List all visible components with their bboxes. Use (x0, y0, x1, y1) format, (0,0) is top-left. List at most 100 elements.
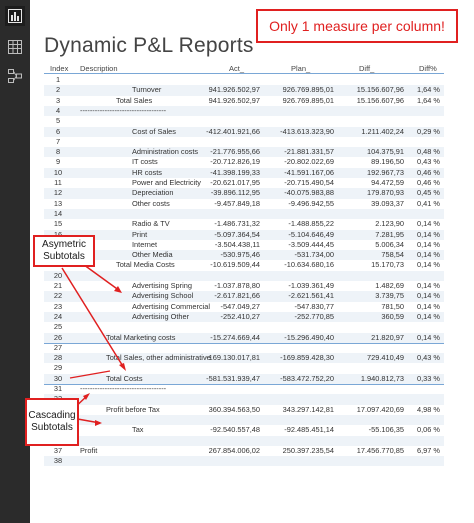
row-plan: -1.488.855,22 (288, 219, 334, 229)
table-row[interactable]: 24 Advertising Other -252.410,27 -252.770,8… (44, 311, 444, 323)
table-row[interactable]: 16 Print -5.097.364,54 -5.104.646,49 7.281,9… (44, 229, 444, 240)
row-index: 10 (53, 167, 63, 177)
table-row[interactable]: 37 Profit 267.854.006,02 250.397.235,54 17.4… (44, 446, 444, 456)
row-index: 26 (53, 332, 63, 342)
table-row[interactable]: 27 (44, 343, 444, 353)
row-diff-pct: 0,43 % (416, 157, 440, 167)
header-diff[interactable]: Diff_ (359, 64, 375, 73)
table-row[interactable]: 29 (44, 363, 444, 373)
row-act: 941.926.502,97 (208, 85, 260, 95)
row-index: 6 (55, 126, 61, 136)
row-diff-pct: 0,48 % (416, 147, 440, 157)
table-icon (8, 40, 22, 54)
row-diff: 2.123,90 (375, 219, 404, 229)
row-plan: -252.770,85 (294, 311, 334, 321)
row-diff: 1.482,69 (375, 281, 404, 290)
table-row[interactable]: 14 (44, 208, 444, 220)
table-row[interactable]: 10 HR costs -41.398.199,33 -41.591.167,06 19… (44, 167, 444, 178)
row-plan: -413.613.323,90 (280, 126, 334, 136)
row-diff-pct: 0,14 % (416, 332, 440, 342)
row-diff-pct: 0,46 % (416, 178, 440, 187)
row-diff: 781,50 (381, 301, 404, 311)
table-row[interactable]: 11 Power and Electricity -20.621.017,95 -20… (44, 178, 444, 188)
data-view-button[interactable] (5, 37, 25, 57)
table-row[interactable]: 7 (44, 137, 444, 147)
header-index[interactable]: Index (50, 64, 69, 73)
row-act: -9.457.849,18 (214, 198, 260, 208)
table-row[interactable]: 25 (44, 322, 444, 332)
row-index: 23 (53, 301, 63, 311)
table-row[interactable]: 22 Advertising School -2.617.821,66 -2.621.… (44, 291, 444, 302)
row-description: Advertising Commercial (132, 301, 211, 311)
row-index: 5 (55, 116, 61, 126)
header-description[interactable]: Description (80, 64, 118, 73)
row-description: Print (132, 229, 148, 239)
row-act: -3.504.438,11 (214, 239, 260, 249)
header-act[interactable]: Act_ (229, 64, 245, 73)
row-plan: -5.104.646,49 (288, 229, 334, 239)
row-diff-pct: 0,33 % (416, 373, 440, 383)
header-diff-pct[interactable]: Diff% (419, 64, 437, 73)
row-act: -2.617.821,66 (214, 291, 260, 301)
row-act: -20.621.017,95 (210, 178, 260, 187)
row-diff-pct: 4,98 % (416, 404, 440, 414)
row-description: Other Media (132, 250, 173, 260)
table-row[interactable]: 28 Total Sales, other administrative -169.… (44, 353, 444, 364)
row-diff: 15.156.607,96 (356, 85, 404, 95)
bar-chart-icon (8, 9, 22, 23)
table-row[interactable]: 31 ----------------------------------- (44, 384, 444, 394)
row-diff-pct: 6,97 % (416, 445, 440, 455)
table-row[interactable]: 15 Radio & TV -1.486.731,32 -1.488.855,22 2.… (44, 219, 444, 229)
row-plan: 343.297.142,81 (282, 404, 334, 414)
table-row[interactable]: 5 (44, 116, 444, 126)
row-act: -92.540.557,48 (210, 425, 260, 435)
row-description: Advertising Other (132, 311, 190, 321)
table-row[interactable]: 13 Other costs -9.457.849,18 -9.496.942,55 3… (44, 199, 444, 209)
row-index: 31 (53, 384, 63, 393)
table-row[interactable]: 12 Depreciation -39.896.112,95 -40.075.983,… (44, 188, 444, 199)
row-act: -530.975,46 (220, 250, 260, 260)
row-description: Advertising School (132, 291, 194, 301)
row-act: -21.776.955,66 (210, 147, 260, 157)
table-row[interactable]: 26 Total Marketing costs -15.274.669,44 -15… (44, 332, 444, 344)
row-description: Administration costs (132, 147, 199, 157)
row-description: Turnover (132, 85, 162, 95)
row-plan: 926.769.895,01 (282, 85, 334, 95)
table-row[interactable]: 23 Advertising Commercial -547.049,27 -547.… (44, 302, 444, 312)
model-icon (8, 69, 22, 83)
row-diff-pct: 0,46 % (416, 167, 440, 177)
table-row[interactable]: 9 IT costs -20.712.826,19 -20.802.022,69 89.… (44, 157, 444, 167)
table-row[interactable]: 6 Cost of Sales -412.401.921,66 -413.613.32… (44, 126, 444, 137)
row-plan: -547.830,77 (294, 301, 334, 311)
row-diff: 15.156.607,96 (356, 95, 404, 105)
row-diff-pct: 0,14 % (416, 219, 440, 229)
row-index: 15 (53, 219, 63, 229)
table-row[interactable]: 4 ----------------------------------- (44, 105, 444, 117)
row-description: Total Marketing costs (106, 332, 176, 342)
row-index: 7 (55, 136, 61, 146)
row-index: 38 (53, 456, 63, 466)
table-row[interactable]: 2 Turnover 941.926.502,97 926.769.895,01 15.… (44, 85, 444, 96)
report-view-button[interactable] (5, 6, 25, 26)
table-row[interactable]: 1 (44, 75, 444, 85)
row-description: Total Sales, other administrative (106, 353, 211, 363)
row-description: Other costs (132, 198, 170, 208)
table-row[interactable]: 20 (44, 270, 444, 281)
table-row[interactable]: 21 Advertising Spring -1.037.878,80 -1.039.… (44, 281, 444, 291)
table-row[interactable]: 30 Total Costs -581.531.939,47 -583.472.752… (44, 373, 444, 385)
row-act: -169.130.017,81 (206, 353, 260, 363)
row-diff: 17.456.770,85 (356, 445, 404, 455)
model-view-button[interactable] (5, 66, 25, 86)
row-index: 4 (55, 105, 61, 115)
table-row[interactable]: 38 (44, 456, 444, 467)
row-diff-pct: 0,14 % (416, 281, 440, 290)
row-index: 27 (53, 342, 63, 352)
row-index: 3 (55, 95, 61, 105)
table-row[interactable]: 8 Administration costs -21.776.955,66 -21.8… (44, 147, 444, 158)
row-plan: -15.296.490,40 (284, 332, 334, 342)
row-diff-pct: 0,14 % (416, 229, 440, 239)
row-index: 24 (53, 311, 63, 321)
row-plan: 926.769.895,01 (282, 95, 334, 105)
header-plan[interactable]: Plan_ (291, 64, 311, 73)
callout-cascading: Cascading Subtotals (25, 398, 79, 446)
